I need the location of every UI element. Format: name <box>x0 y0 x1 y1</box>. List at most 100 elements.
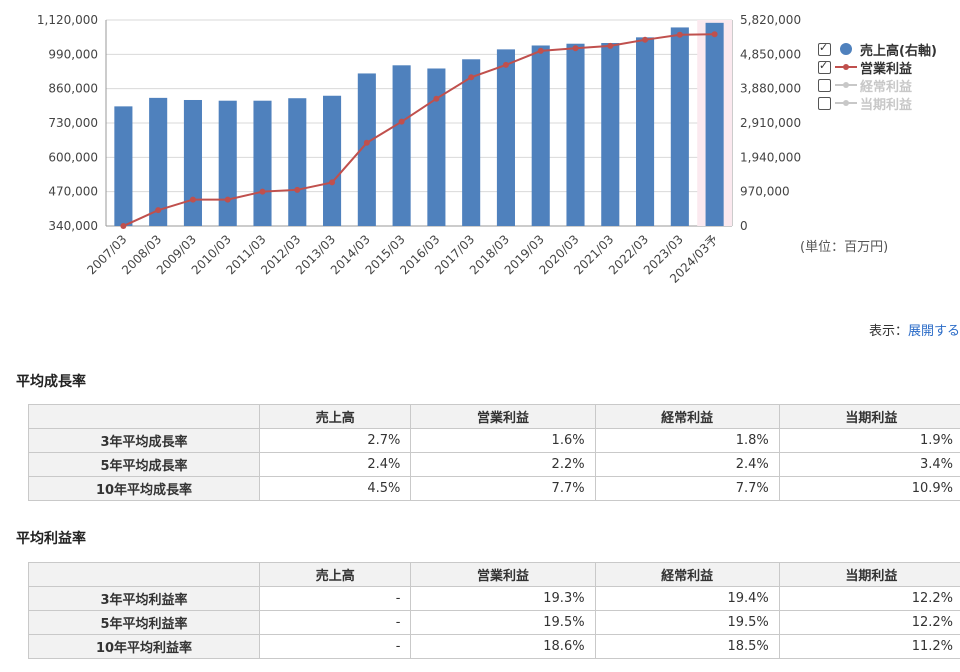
bar <box>601 43 620 227</box>
bar <box>218 100 237 226</box>
line-point <box>572 45 579 52</box>
bar <box>253 100 272 226</box>
legend-label: 当期利益 <box>860 97 913 113</box>
table-cell: 3.4% <box>778 452 960 477</box>
table-cell: 1.8% <box>594 428 780 453</box>
table-cell: 19.5% <box>410 610 596 635</box>
line-point <box>642 36 649 43</box>
line-point <box>398 118 405 125</box>
table-row: 5年平均成長率 2.4% 2.2% 2.4% 3.4% <box>28 452 960 477</box>
legend-item-net-profit[interactable]: 当期利益 <box>818 94 937 113</box>
table-cell: 19.3% <box>410 586 596 611</box>
header-cell: 当期利益 <box>778 404 960 429</box>
table-row: 10年平均利益率 - 18.6% 18.5% 11.2% <box>28 634 960 659</box>
left-axis-tick-label: 600,000 <box>48 150 98 164</box>
left-axis-tick-label: 990,000 <box>48 47 98 61</box>
line-point <box>224 196 231 203</box>
right-axis-tick-label: 5,820,000 <box>740 13 801 27</box>
bar <box>288 98 307 226</box>
bar <box>531 45 550 227</box>
right-axis-tick-label: 2,910,000 <box>740 116 801 130</box>
right-axis-tick-label: 1,940,000 <box>740 150 801 164</box>
bar <box>462 59 481 226</box>
line-marker-icon <box>835 78 857 92</box>
header-blank-cell <box>28 562 260 587</box>
line-point <box>433 95 440 102</box>
line-point <box>155 207 162 214</box>
chart-legend: 売上高(右軸) 営業利益 経常利益 当期利益 <box>818 40 937 113</box>
row-label: 10年平均成長率 <box>28 476 260 501</box>
table-cell: 19.5% <box>594 610 780 635</box>
table-row: 3年平均成長率 2.7% 1.6% 1.8% 1.9% <box>28 428 960 453</box>
bar <box>323 95 342 227</box>
row-label: 10年平均利益率 <box>28 634 260 659</box>
circle-marker-icon <box>835 42 857 56</box>
expand-link[interactable]: 展開する <box>907 324 960 339</box>
line-point <box>607 42 614 49</box>
left-axis-tick-label: 470,000 <box>48 185 98 199</box>
line-point <box>294 186 301 193</box>
combo-chart: 340,000 0 470,000 970,000 600,000 1,940,000 73… <box>37 13 801 286</box>
legend-item-sales[interactable]: 売上高(右軸) <box>818 40 937 59</box>
checkbox-icon[interactable] <box>818 41 831 56</box>
margin-section-title: 平均利益率 <box>16 531 86 547</box>
checkbox-icon[interactable] <box>818 96 831 110</box>
table-cell: 11.2% <box>778 634 960 659</box>
legend-label: 経常利益 <box>860 79 913 95</box>
table-cell: 2.2% <box>410 452 596 477</box>
table-cell: 19.4% <box>594 586 780 611</box>
row-label: 3年平均利益率 <box>28 586 260 611</box>
line-point <box>259 188 266 195</box>
table-row: 5年平均利益率 - 19.5% 19.5% 12.2% <box>28 610 960 635</box>
growth-table: 売上高 営業利益 経常利益 当期利益 3年平均成長率 2.7% 1.6% 1.8… <box>28 404 960 501</box>
header-cell: 経常利益 <box>594 404 780 429</box>
header-cell: 当期利益 <box>778 562 960 587</box>
checkbox-icon[interactable] <box>818 59 831 74</box>
right-axis-tick-label: 970,000 <box>740 185 790 199</box>
bar <box>183 99 202 226</box>
legend-label: 営業利益 <box>860 61 913 77</box>
left-axis-tick-label: 860,000 <box>48 82 98 96</box>
header-cell: 経常利益 <box>594 562 780 587</box>
bar <box>670 27 689 227</box>
bar <box>427 68 446 226</box>
bar <box>357 73 376 226</box>
table-cell: 12.2% <box>778 586 960 611</box>
table-cell: - <box>258 610 412 635</box>
line-point <box>189 196 196 203</box>
line-point <box>676 31 683 38</box>
table-cell: 1.6% <box>410 428 596 453</box>
table-cell: 1.9% <box>778 428 960 453</box>
table-cell: 2.4% <box>258 452 412 477</box>
growth-section-title: 平均成長率 <box>16 374 86 390</box>
left-axis-tick-label: 340,000 <box>48 219 98 233</box>
table-cell: 7.7% <box>594 476 780 501</box>
line-point <box>502 61 509 68</box>
left-axis-tick-label: 730,000 <box>48 116 98 130</box>
table-cell: 4.5% <box>258 476 412 501</box>
row-label: 3年平均成長率 <box>28 428 260 453</box>
table-header-row: 売上高 営業利益 経常利益 当期利益 <box>28 404 960 429</box>
bar <box>149 97 168 226</box>
bar <box>392 65 411 226</box>
table-cell: - <box>258 586 412 611</box>
line-point <box>329 179 336 186</box>
header-blank-cell <box>28 404 260 429</box>
header-cell: 営業利益 <box>410 404 596 429</box>
line-point <box>537 47 544 54</box>
table-cell: 2.4% <box>594 452 780 477</box>
table-cell: - <box>258 634 412 659</box>
line-point <box>363 139 370 146</box>
checkbox-icon[interactable] <box>818 78 831 92</box>
legend-item-ordinary-profit[interactable]: 経常利益 <box>818 76 937 95</box>
row-label: 5年平均利益率 <box>28 610 260 635</box>
table-cell: 10.9% <box>778 476 960 501</box>
legend-label: 売上高(右軸) <box>860 43 937 59</box>
header-cell: 売上高 <box>258 562 412 587</box>
bar <box>566 43 585 226</box>
right-axis-tick-label: 3,880,000 <box>740 82 801 96</box>
bar <box>114 106 133 226</box>
table-cell: 7.7% <box>410 476 596 501</box>
legend-item-operating-profit[interactable]: 営業利益 <box>818 58 937 77</box>
line-point <box>711 31 718 38</box>
